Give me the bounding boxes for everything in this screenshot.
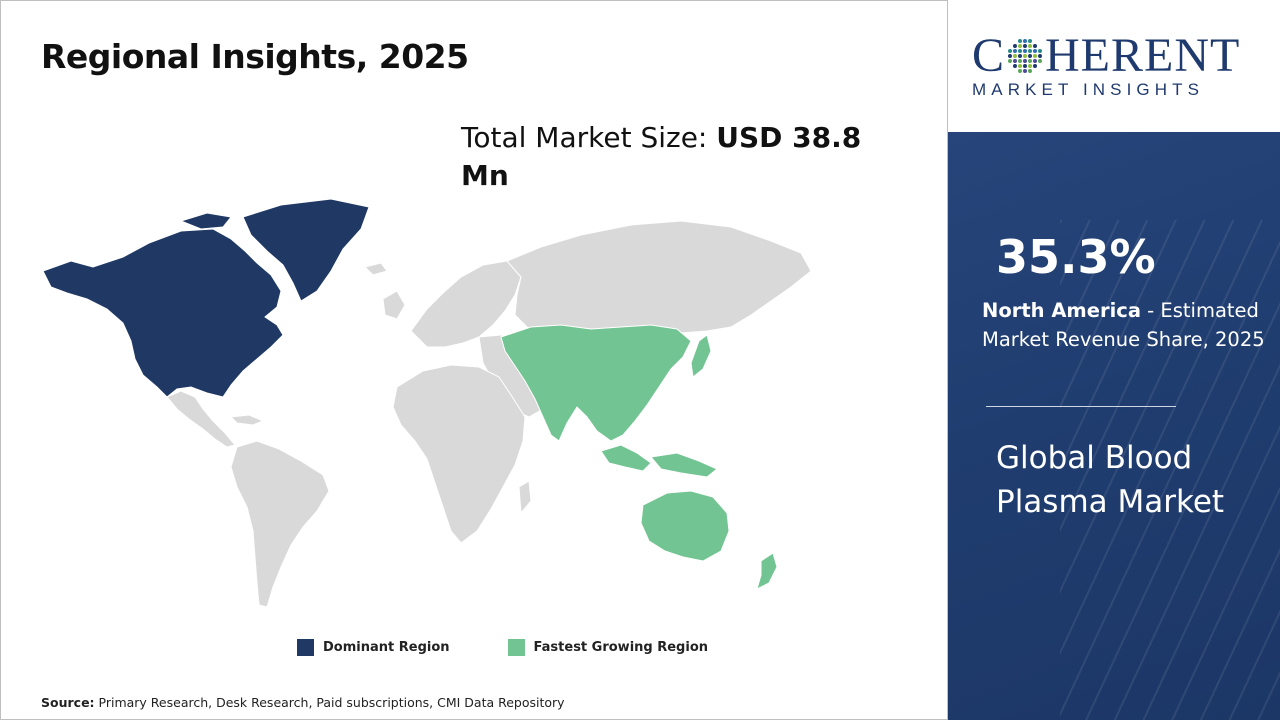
map-region-south-america xyxy=(230,440,330,608)
logo-dot xyxy=(1008,58,1013,63)
map-region-asia-pacific xyxy=(500,324,692,442)
share-caption: - Estimated Market Revenue Share, 2025 xyxy=(982,299,1265,351)
source-note: Source: Primary Research, Desk Research,… xyxy=(41,695,565,710)
logo-dot xyxy=(1013,48,1018,53)
logo-dot xyxy=(1018,53,1023,58)
legend-label-dominant: Dominant Region xyxy=(323,640,450,655)
right-panel: C HERENT MARKET INSIGHTS 35.3% North Ame… xyxy=(948,0,1280,720)
legend-item-fastest: Fastest Growing Region xyxy=(507,639,709,656)
map-region-indonesia xyxy=(650,452,718,478)
logo-dot xyxy=(1038,48,1043,53)
map-region-madagascar xyxy=(518,480,532,515)
logo-dot xyxy=(1023,63,1028,68)
logo-dot xyxy=(1028,58,1033,63)
logo-dot xyxy=(1033,58,1038,63)
logo-dot xyxy=(1028,43,1033,48)
divider xyxy=(986,406,1176,407)
logo-dot xyxy=(1033,53,1038,58)
map-region-iceland xyxy=(364,262,388,276)
map-region-australia xyxy=(640,490,730,562)
legend-swatch-fastest xyxy=(507,639,525,656)
source-text: Primary Research, Desk Research, Paid su… xyxy=(94,695,565,710)
logo-dot xyxy=(1033,43,1038,48)
map-region-north-america xyxy=(42,228,284,398)
world-map-svg xyxy=(42,198,812,608)
logo-dot xyxy=(1013,53,1018,58)
map-region-africa xyxy=(392,364,526,544)
logo-dot xyxy=(1028,38,1033,43)
logo-dot xyxy=(1018,58,1023,63)
logo-dot xyxy=(1023,43,1028,48)
highlight-panel: 35.3% North America - Estimated Market R… xyxy=(948,132,1280,720)
globe-dots-icon xyxy=(1008,38,1043,73)
map-region-central-america xyxy=(166,390,236,448)
logo-dot xyxy=(1018,48,1023,53)
logo-dot xyxy=(1008,53,1013,58)
logo-dot xyxy=(1013,43,1018,48)
map-region-southeast-asia xyxy=(600,444,652,472)
logo-dot xyxy=(1018,38,1023,43)
source-label: Source: xyxy=(41,695,95,710)
left-panel: Regional Insights, 2025 Total Market Siz… xyxy=(0,0,948,720)
market-name: Global Blood Plasma Market xyxy=(996,440,1225,520)
logo-dot xyxy=(1028,48,1033,53)
logo-letters-rest: HERENT xyxy=(1045,29,1241,82)
panel-texture xyxy=(1060,220,1280,720)
logo-dot xyxy=(1038,53,1043,58)
share-description: North America - Estimated Market Revenue… xyxy=(982,296,1272,354)
map-region-canada-islands xyxy=(179,212,232,230)
market-size-value: USD 38.8 Mn xyxy=(461,121,862,192)
total-market-size: Total Market Size: USD 38.8 Mn xyxy=(461,119,881,195)
logo-dot xyxy=(1028,63,1033,68)
world-map xyxy=(31,191,831,621)
map-region-new-zealand xyxy=(756,552,778,590)
logo-dot xyxy=(1018,63,1023,68)
logo-dot xyxy=(1023,53,1028,58)
logo-tagline: MARKET INSIGHTS xyxy=(972,80,1205,99)
logo-dot xyxy=(1018,43,1023,48)
legend-swatch-dominant xyxy=(297,639,314,656)
map-region-europe xyxy=(410,260,522,348)
map-legend: Dominant Region Fastest Growing Region xyxy=(297,639,766,656)
logo-dot xyxy=(1023,48,1028,53)
map-region-caribbean xyxy=(229,414,265,426)
logo-dot xyxy=(1028,53,1033,58)
logo-letter-c: C xyxy=(972,29,1006,82)
logo-dot xyxy=(1033,63,1038,68)
logo-dot xyxy=(1013,63,1018,68)
logo-dot xyxy=(1013,58,1018,63)
logo-dot xyxy=(1023,68,1028,73)
logo-dot xyxy=(1028,68,1033,73)
logo-wordmark: C HERENT xyxy=(972,28,1240,83)
legend-item-dominant: Dominant Region xyxy=(297,639,450,656)
map-region-russia xyxy=(506,220,812,340)
share-value: 35.3% xyxy=(996,230,1156,284)
logo-dot xyxy=(1033,48,1038,53)
map-region-greenland xyxy=(242,198,370,302)
logo-dot xyxy=(1008,48,1013,53)
share-region: North America xyxy=(982,299,1141,322)
map-region-japan xyxy=(690,334,712,378)
market-size-label: Total Market Size: xyxy=(461,121,717,154)
brand-logo: C HERENT MARKET INSIGHTS xyxy=(948,0,1280,132)
logo-dot xyxy=(1018,68,1023,73)
logo-dot xyxy=(1023,38,1028,43)
map-region-uk xyxy=(382,290,406,320)
logo-dot xyxy=(1038,58,1043,63)
page-title: Regional Insights, 2025 xyxy=(41,37,469,76)
logo-dot xyxy=(1023,58,1028,63)
legend-label-fastest: Fastest Growing Region xyxy=(533,640,709,655)
